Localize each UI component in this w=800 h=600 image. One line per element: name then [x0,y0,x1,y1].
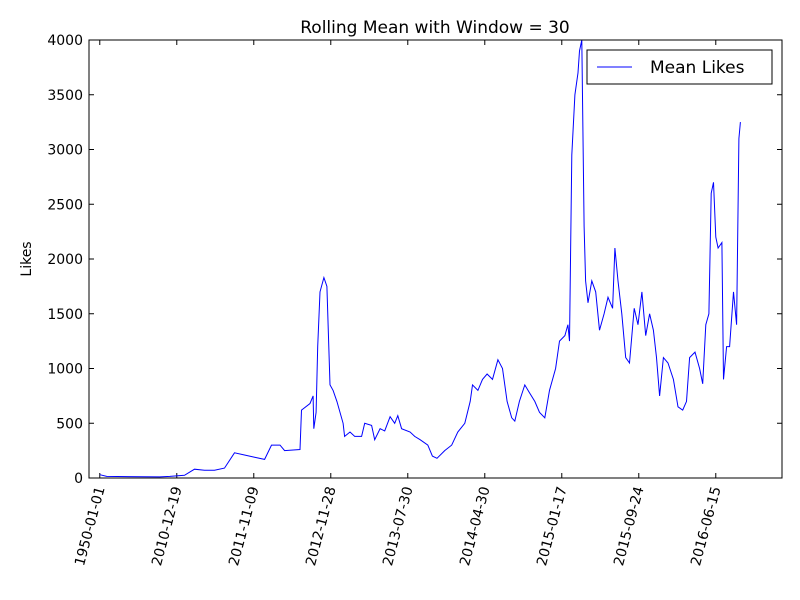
x-tick-label: 2010-12-19 [149,485,186,568]
x-tick-label: 2016-06-15 [688,485,725,568]
y-tick-label: 2500 [47,197,83,213]
x-tick-label: 2011-11-09 [226,485,263,568]
x-tick-label: 2012-11-28 [303,485,340,568]
y-tick-label: 3500 [47,88,83,104]
y-tick-label: 4000 [47,33,83,49]
x-tick-label: 1950-01-01 [72,485,109,568]
y-tick-label: 2000 [47,252,83,268]
plot-frame [88,39,783,479]
y-axis-label: Likes [19,241,35,276]
y-tick-label: 0 [74,471,83,487]
x-tick-label: 2015-09-24 [611,485,648,568]
chart-title: Rolling Mean with Window = 30 [300,18,570,38]
y-tick-label: 1000 [47,362,83,378]
x-tick-label: 2015-01-17 [534,485,571,568]
x-tick-label: 2013-07-30 [380,485,417,568]
legend-label: Mean Likes [650,58,745,78]
x-tick-label: 2014-04-30 [457,485,494,568]
y-tick-label: 1500 [47,307,83,323]
y-tick-label: 500 [56,416,83,432]
data-line [99,39,741,478]
y-tick-label: 3000 [47,143,83,159]
